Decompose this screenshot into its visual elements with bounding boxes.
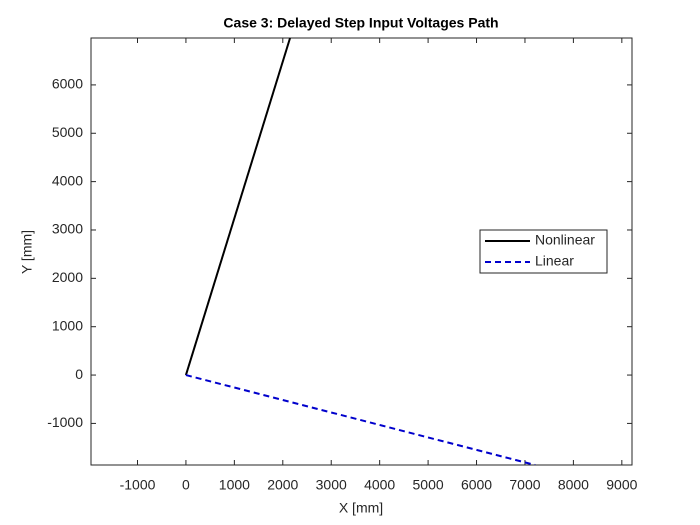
legend-label: Linear	[535, 253, 574, 269]
y-tick-label: 6000	[52, 76, 83, 92]
y-tick-label: 4000	[52, 172, 83, 188]
x-tick-label: -1000	[120, 477, 156, 493]
y-tick-label: 2000	[52, 269, 83, 285]
x-tick-label: 6000	[461, 477, 492, 493]
chart-title: Case 3: Delayed Step Input Voltages Path	[223, 15, 498, 31]
y-tick-label: -1000	[47, 414, 83, 430]
y-tick-label: 1000	[52, 317, 83, 333]
series-line	[184, 38, 292, 376]
y-axis-label: Y [mm]	[19, 230, 35, 274]
x-tick-label: 3000	[316, 477, 347, 493]
x-tick-label: 0	[182, 477, 190, 493]
legend-label: Nonlinear	[535, 232, 595, 248]
x-tick-label: 2000	[267, 477, 298, 493]
x-axis-label: X [mm]	[339, 500, 383, 516]
x-tick-label: 5000	[413, 477, 444, 493]
legend-box	[479, 229, 608, 274]
x-tick-label: 4000	[364, 477, 395, 493]
y-tick-label: 0	[75, 366, 83, 382]
x-tick-label: 9000	[606, 477, 637, 493]
x-tick-label: 1000	[219, 477, 250, 493]
y-tick-label: 3000	[52, 221, 83, 237]
x-tick-label: 7000	[509, 477, 540, 493]
plot-lines	[184, 38, 536, 465]
series-line	[185, 374, 536, 465]
x-tick-label: 8000	[558, 477, 589, 493]
y-tick-label: 5000	[52, 124, 83, 140]
